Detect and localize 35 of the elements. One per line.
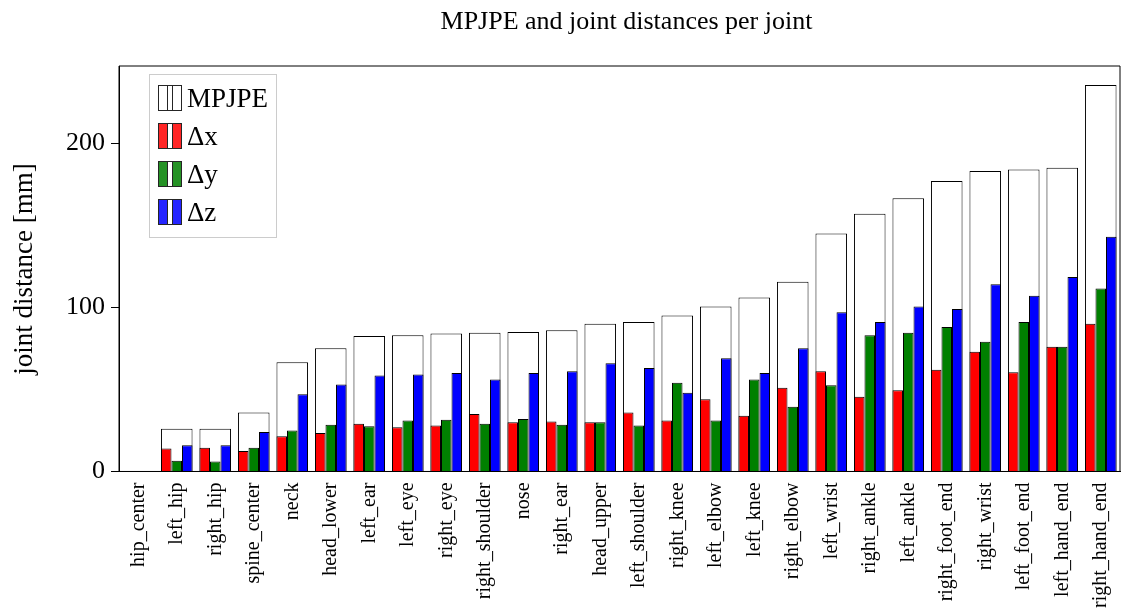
x-tick-label: left_ankle [895, 482, 918, 563]
x-tick-label: right_shoulder [472, 482, 495, 600]
x-tick-label: right_hand_end [1088, 482, 1111, 608]
x-tick-label: left_hip [164, 482, 187, 545]
x-tick-label: right_wrist [972, 482, 996, 571]
x-tick-label: head_upper [587, 482, 611, 576]
x-tick-label: right_knee [664, 482, 688, 568]
x-tick-label: right_ankle [857, 482, 880, 574]
x-tick-label: spine_center [241, 482, 264, 584]
x-tick-label: left_ear [356, 482, 379, 544]
legend-label: Δx [187, 120, 218, 153]
chart-title: MPJPE and joint distances per joint [439, 6, 814, 36]
x-tick-label: left_shoulder [626, 482, 648, 588]
x-tick-label: head_lower [318, 482, 340, 576]
x-tick-label: left_foot_end [1011, 482, 1033, 591]
x-tick-label: right_foot_end [934, 482, 957, 602]
x-tick-label: right_ear [549, 482, 572, 555]
x-tick-label: right_eye [433, 482, 457, 558]
legend-label: MPJPE [187, 82, 269, 115]
x-tick-label: neck [279, 482, 302, 521]
legend-label: Δy [187, 158, 218, 191]
y-axis-title: joint distance [mm] [8, 163, 39, 375]
x-tick-label: right_hip [202, 482, 226, 556]
x-tick-label: left_elbow [703, 481, 725, 568]
y-tick-label: 200 [66, 126, 105, 156]
legend-label: Δz [187, 196, 217, 229]
y-tick-label: 0 [92, 455, 105, 485]
x-tick-label: left_knee [741, 482, 764, 557]
x-tick-label: left_eye [395, 482, 418, 547]
x-tick-label: hip_center [125, 482, 149, 567]
x-tick-label: nose [510, 482, 533, 520]
x-tick-label: left_wrist [818, 482, 841, 560]
y-tick-label: 100 [66, 291, 105, 321]
x-tick-label: left_hand_end [1049, 482, 1072, 597]
x-tick-label: right_elbow [780, 481, 803, 580]
